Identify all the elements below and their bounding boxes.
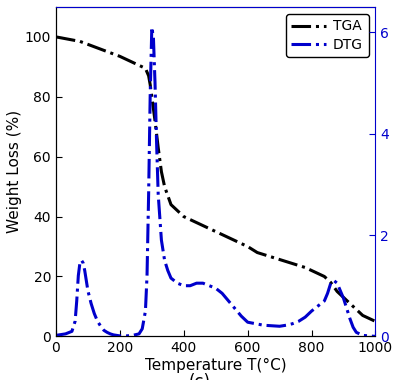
DTG <box>188 283 192 288</box>
TGA <box>239 241 244 246</box>
TGA <box>348 301 352 306</box>
TGA <box>156 146 161 150</box>
Line: DTG: DTG <box>56 27 376 336</box>
DTG <box>181 283 186 288</box>
TGA <box>226 235 231 240</box>
DTG <box>98 324 103 329</box>
X-axis label: Temperature T(°C): Temperature T(°C) <box>145 358 286 373</box>
DTG <box>102 328 106 332</box>
DTG <box>373 334 378 339</box>
TGA <box>86 42 90 47</box>
DTG <box>54 333 58 338</box>
Y-axis label: Weight Loss (%): Weight Loss (%) <box>7 110 22 233</box>
TGA <box>54 35 58 39</box>
Text: (c): (c) <box>189 374 211 380</box>
Legend: TGA, DTG: TGA, DTG <box>286 14 368 57</box>
DTG <box>344 306 349 311</box>
TGA <box>181 214 186 219</box>
Line: TGA: TGA <box>56 37 376 321</box>
DTG <box>137 332 142 336</box>
DTG <box>150 25 154 30</box>
TGA <box>373 319 378 324</box>
